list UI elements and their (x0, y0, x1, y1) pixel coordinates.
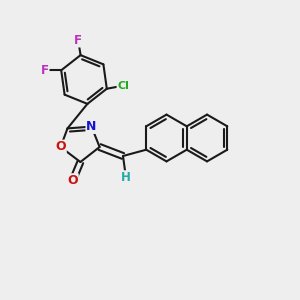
Text: F: F (41, 64, 49, 77)
Text: N: N (86, 120, 97, 133)
Text: O: O (55, 140, 66, 154)
Text: H: H (121, 171, 131, 184)
Text: Cl: Cl (117, 81, 129, 91)
Text: F: F (74, 34, 82, 46)
Text: O: O (67, 174, 78, 187)
